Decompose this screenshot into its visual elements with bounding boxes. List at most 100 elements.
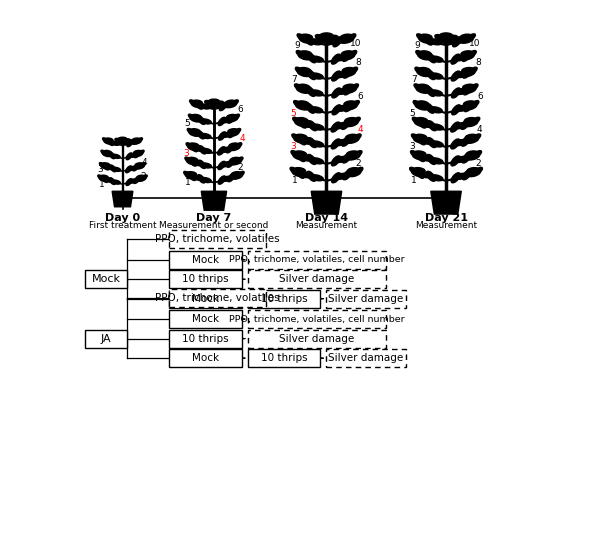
FancyBboxPatch shape	[169, 289, 266, 307]
Ellipse shape	[297, 101, 309, 106]
Ellipse shape	[426, 70, 435, 80]
Ellipse shape	[416, 135, 425, 145]
Ellipse shape	[430, 175, 443, 181]
Polygon shape	[311, 191, 342, 214]
Ellipse shape	[135, 164, 143, 169]
Ellipse shape	[420, 138, 433, 144]
Ellipse shape	[299, 37, 312, 43]
Ellipse shape	[466, 34, 476, 40]
Ellipse shape	[343, 84, 355, 89]
Ellipse shape	[112, 167, 120, 171]
Text: Measurement: Measurement	[415, 221, 477, 230]
Ellipse shape	[332, 173, 341, 183]
Ellipse shape	[103, 150, 111, 154]
Polygon shape	[201, 191, 227, 210]
Ellipse shape	[420, 34, 432, 39]
Ellipse shape	[455, 173, 468, 179]
Ellipse shape	[348, 51, 357, 57]
Ellipse shape	[427, 53, 436, 63]
Ellipse shape	[195, 101, 203, 109]
Text: 2: 2	[356, 160, 361, 168]
Ellipse shape	[134, 177, 140, 183]
Ellipse shape	[332, 54, 341, 64]
Ellipse shape	[230, 157, 240, 162]
Ellipse shape	[310, 56, 324, 62]
Ellipse shape	[345, 120, 358, 127]
Ellipse shape	[345, 137, 358, 143]
Ellipse shape	[419, 172, 431, 178]
FancyBboxPatch shape	[326, 349, 406, 367]
Text: 1: 1	[411, 176, 417, 185]
Ellipse shape	[118, 141, 127, 145]
Ellipse shape	[417, 118, 426, 128]
Ellipse shape	[230, 160, 240, 164]
Ellipse shape	[109, 152, 115, 158]
Ellipse shape	[104, 178, 113, 182]
Ellipse shape	[112, 180, 120, 184]
Ellipse shape	[462, 170, 471, 180]
Ellipse shape	[335, 173, 348, 179]
Ellipse shape	[236, 157, 243, 163]
Ellipse shape	[468, 67, 477, 74]
Ellipse shape	[103, 163, 109, 170]
Ellipse shape	[343, 68, 352, 78]
Ellipse shape	[306, 103, 315, 113]
Ellipse shape	[461, 51, 473, 56]
Text: 8: 8	[475, 58, 481, 67]
Ellipse shape	[118, 137, 127, 141]
Ellipse shape	[224, 102, 234, 108]
Text: 1: 1	[292, 176, 298, 185]
Ellipse shape	[454, 140, 467, 146]
Ellipse shape	[126, 153, 132, 160]
Ellipse shape	[419, 51, 431, 56]
Ellipse shape	[347, 151, 358, 156]
Ellipse shape	[426, 86, 435, 96]
FancyBboxPatch shape	[169, 290, 242, 308]
Ellipse shape	[341, 120, 350, 129]
Ellipse shape	[451, 122, 460, 132]
Ellipse shape	[419, 37, 431, 43]
Ellipse shape	[231, 174, 241, 179]
Ellipse shape	[301, 34, 313, 39]
Ellipse shape	[345, 103, 358, 110]
Ellipse shape	[463, 87, 476, 93]
FancyBboxPatch shape	[247, 310, 386, 328]
Ellipse shape	[344, 102, 353, 112]
Ellipse shape	[102, 176, 108, 182]
Text: 4: 4	[358, 126, 363, 135]
FancyBboxPatch shape	[247, 271, 386, 288]
Ellipse shape	[341, 34, 352, 39]
Ellipse shape	[136, 164, 145, 169]
FancyBboxPatch shape	[247, 290, 321, 308]
Ellipse shape	[226, 102, 237, 108]
Ellipse shape	[213, 101, 224, 106]
Ellipse shape	[416, 51, 425, 57]
Ellipse shape	[297, 34, 306, 40]
Ellipse shape	[414, 84, 423, 91]
Ellipse shape	[466, 170, 479, 176]
Ellipse shape	[466, 137, 479, 143]
Ellipse shape	[419, 67, 430, 73]
Ellipse shape	[343, 70, 356, 77]
Ellipse shape	[332, 156, 341, 166]
Ellipse shape	[465, 120, 478, 127]
Ellipse shape	[209, 103, 219, 108]
Ellipse shape	[342, 136, 351, 146]
Ellipse shape	[462, 67, 474, 73]
Ellipse shape	[418, 53, 430, 60]
Ellipse shape	[308, 121, 317, 131]
Ellipse shape	[189, 143, 199, 147]
Ellipse shape	[429, 39, 442, 45]
Ellipse shape	[209, 99, 220, 103]
Text: Day 21: Day 21	[425, 213, 468, 223]
Ellipse shape	[451, 71, 460, 81]
Ellipse shape	[465, 118, 476, 123]
Ellipse shape	[298, 103, 310, 109]
Text: Mock: Mock	[192, 255, 219, 265]
Ellipse shape	[111, 154, 120, 158]
Ellipse shape	[221, 162, 231, 167]
Ellipse shape	[198, 146, 206, 154]
Ellipse shape	[204, 100, 214, 107]
Ellipse shape	[451, 105, 460, 115]
Ellipse shape	[413, 154, 425, 160]
